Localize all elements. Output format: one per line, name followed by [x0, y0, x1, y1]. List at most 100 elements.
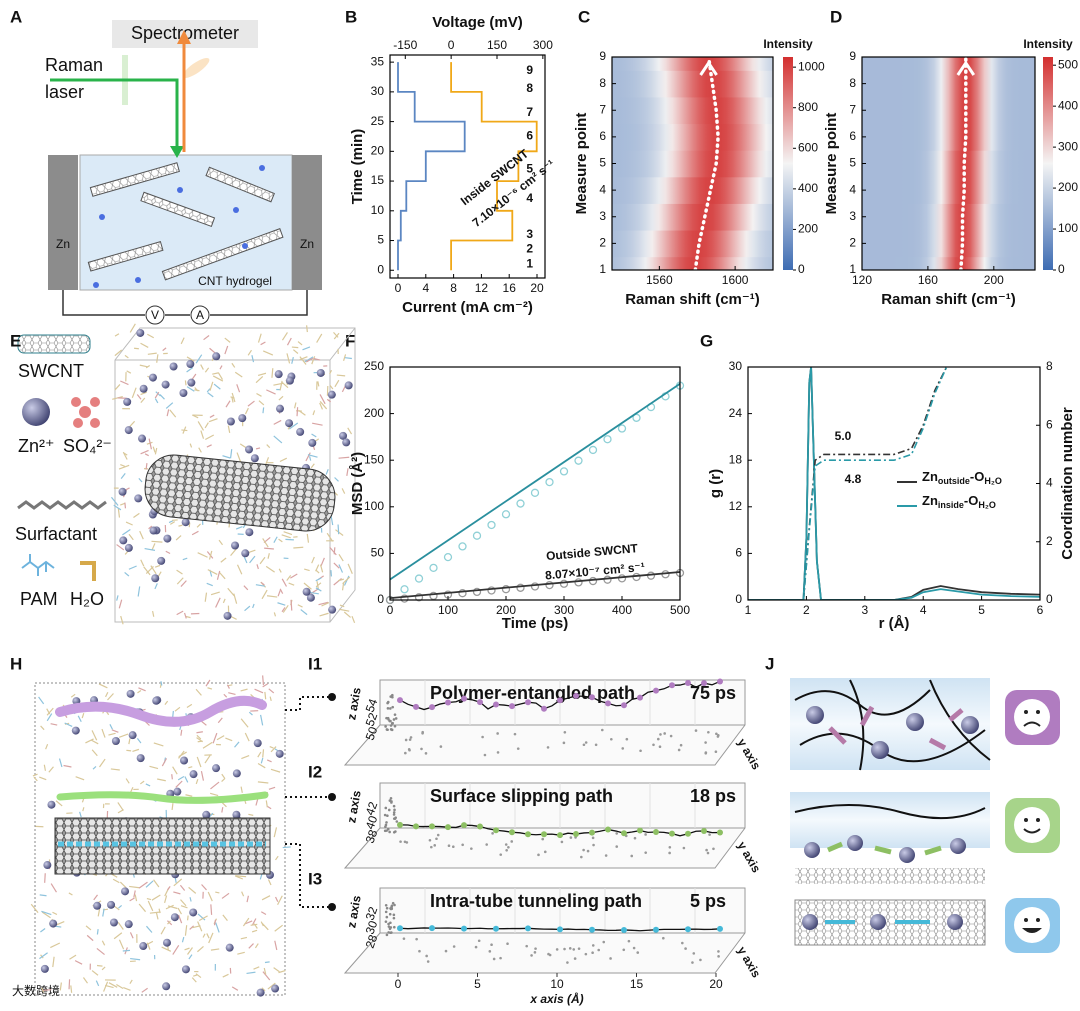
projection-point	[584, 952, 588, 956]
projection-point	[389, 724, 393, 727]
projection-point	[610, 737, 613, 741]
molecule	[298, 409, 306, 416]
molecule	[257, 762, 266, 769]
heatmap-row	[862, 256, 1035, 271]
molecule	[93, 894, 98, 901]
legend-part: outside	[938, 476, 970, 486]
point	[617, 424, 627, 433]
trajectory-point	[685, 830, 691, 837]
y-tick-label: 8	[599, 76, 606, 90]
molecule	[155, 912, 159, 920]
point	[472, 587, 482, 597]
molecule	[337, 578, 345, 582]
molecule	[341, 488, 346, 494]
smile	[1022, 928, 1042, 933]
projection-point	[405, 841, 409, 844]
trajectory-point	[429, 704, 435, 711]
molecule	[151, 543, 156, 551]
projection-point	[407, 747, 411, 751]
face	[1014, 699, 1050, 735]
y-tick-label: 10	[371, 203, 385, 217]
molecule	[333, 332, 340, 340]
molecule	[277, 590, 281, 597]
x-tick-label: 15	[630, 977, 644, 991]
legend-part: -O	[964, 493, 978, 508]
y-tick-label: 1	[599, 262, 606, 276]
projection-point	[573, 957, 577, 960]
laser-beam	[50, 78, 179, 150]
molecule	[309, 591, 319, 595]
colorbar	[1043, 57, 1053, 270]
molecule	[235, 875, 247, 878]
molecule	[260, 921, 264, 927]
y-tick-label: 6	[735, 546, 742, 560]
z-axis-label: z axis	[344, 894, 364, 929]
ion	[40, 964, 49, 973]
molecule	[342, 576, 351, 585]
molecule	[202, 933, 206, 938]
projection-point	[394, 830, 397, 833]
x-tick-label: 300	[554, 603, 574, 617]
projection-point	[562, 741, 566, 745]
y-tick-label: 5	[599, 156, 606, 170]
molecule	[282, 846, 291, 849]
molecule	[329, 384, 334, 390]
ion	[149, 526, 158, 535]
projection-point	[399, 840, 402, 843]
molecule	[207, 392, 214, 398]
x-axis-label: Time (ps)	[502, 615, 568, 632]
molecule	[148, 525, 153, 530]
eye	[1024, 710, 1028, 714]
molecule	[212, 732, 218, 744]
heatmap-row	[862, 96, 1035, 125]
molecule	[299, 356, 307, 365]
projection-point	[717, 950, 720, 953]
molecule	[96, 964, 103, 967]
projection-point	[389, 797, 393, 800]
x-tick-label: 300	[533, 38, 553, 52]
projection-point	[506, 942, 509, 946]
molecule	[114, 349, 123, 357]
legend-label: Zn²⁺	[18, 436, 55, 456]
molecule	[139, 364, 148, 368]
electrode-label: Zn	[56, 237, 70, 251]
trajectory-point	[669, 830, 675, 837]
molecule	[129, 420, 136, 428]
projection-point	[682, 846, 686, 850]
molecule	[43, 989, 52, 991]
molecule	[207, 891, 213, 902]
molecule	[343, 575, 350, 586]
trajectory-point	[701, 827, 707, 834]
projection-point	[684, 947, 687, 950]
electrode	[292, 155, 322, 290]
point	[501, 510, 511, 519]
molecule	[244, 732, 250, 742]
trajectory-point	[589, 926, 595, 933]
x-tick-label: 8	[450, 281, 457, 295]
projection-point	[668, 846, 672, 849]
molecule	[52, 911, 58, 916]
ion	[250, 454, 259, 463]
molecule	[180, 337, 185, 345]
molecule	[168, 520, 174, 524]
projection-point	[712, 847, 715, 851]
molecule	[207, 687, 213, 690]
molecule	[189, 925, 195, 930]
molecule	[48, 766, 54, 773]
face	[1014, 907, 1050, 943]
molecule	[137, 586, 141, 597]
molecule	[268, 786, 276, 790]
atom	[71, 397, 81, 407]
molecule	[150, 565, 157, 575]
molecule	[244, 407, 249, 415]
molecule	[256, 392, 262, 397]
molecule	[114, 333, 120, 337]
trajectory-point	[637, 694, 643, 701]
projection-point	[393, 925, 396, 929]
projection-point	[510, 840, 514, 843]
molecule	[139, 780, 145, 785]
y-tick-label: 0	[735, 592, 742, 606]
molecule	[265, 565, 275, 573]
surfactant-icon	[17, 500, 107, 510]
